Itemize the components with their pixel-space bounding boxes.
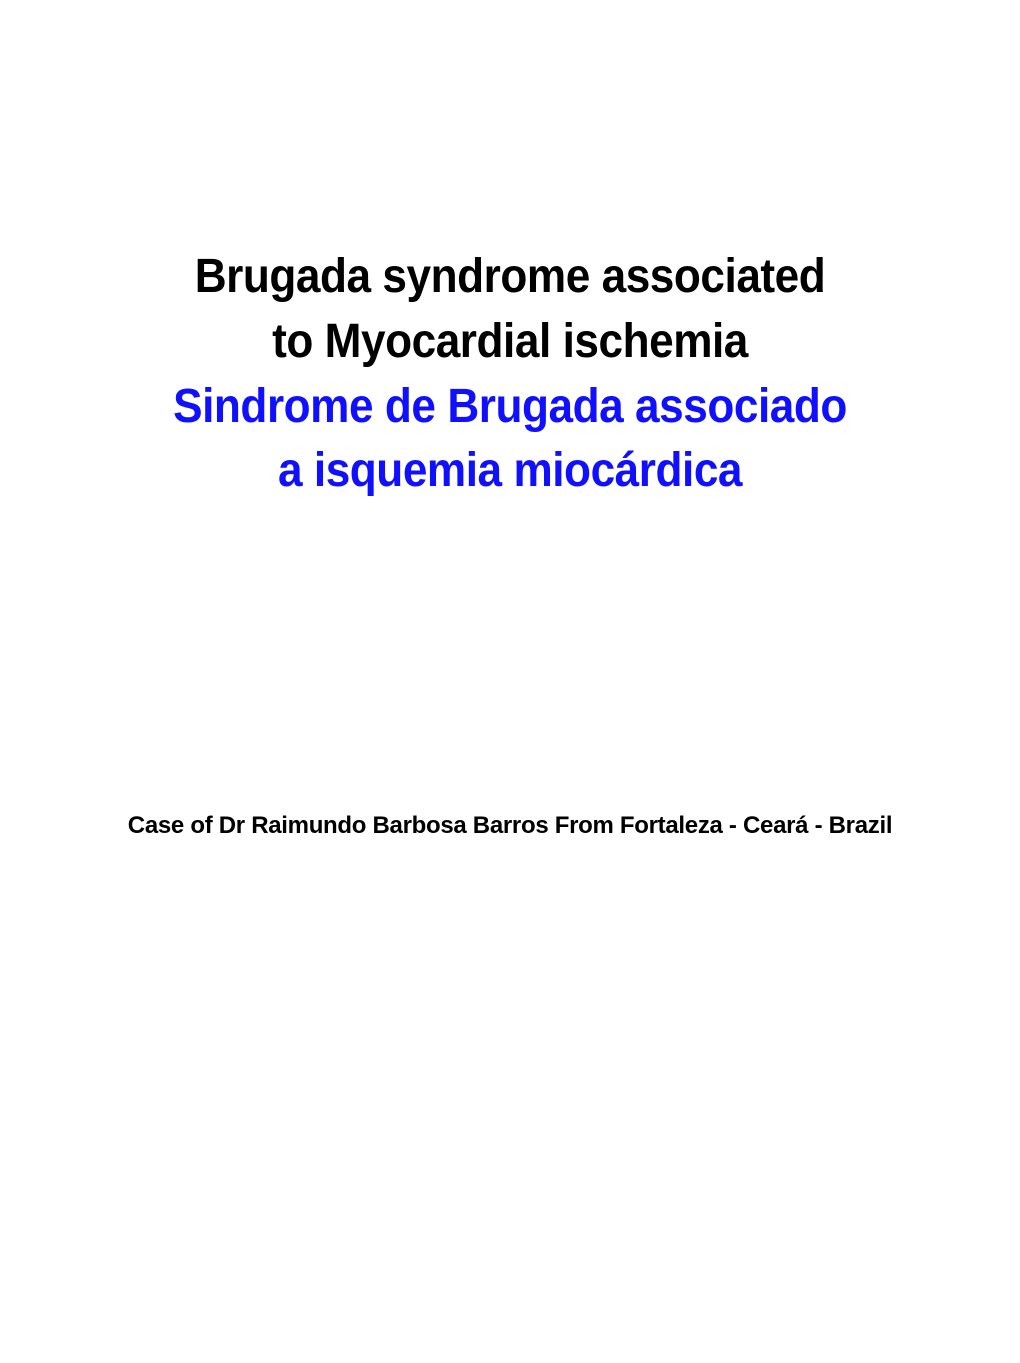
- title-en-line2: to Myocardial ischemia: [41, 310, 979, 375]
- title-pt-line1: Sindrome de Brugada associado: [41, 375, 979, 440]
- title-en-line1: Brugada syndrome associated: [41, 245, 979, 310]
- byline: Case of Dr Raimundo Barbosa Barros From …: [0, 812, 1020, 840]
- title-block: Brugada syndrome associated to Myocardia…: [0, 245, 1020, 504]
- title-pt-line2: a isquemia miocárdica: [41, 439, 979, 504]
